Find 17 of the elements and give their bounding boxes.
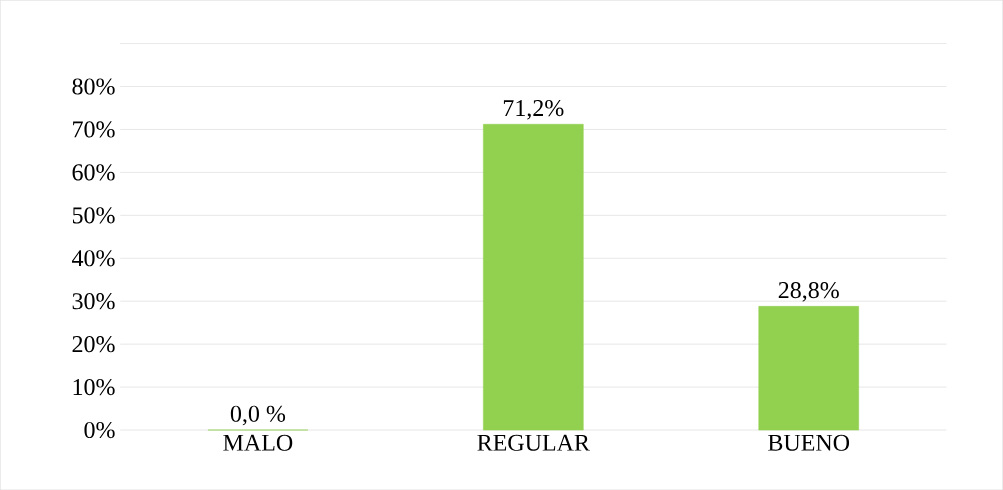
y-tick-label: 50%	[72, 207, 115, 224]
bar	[483, 123, 584, 431]
y-tick-label: 80%	[72, 78, 115, 95]
y-tick-label: 0%	[84, 421, 115, 439]
x-tick-label: MALO	[223, 434, 293, 451]
y-tick-label: 10%	[73, 378, 115, 396]
y-tick-label: 70%	[73, 121, 115, 138]
x-tick-label: BUENO	[768, 434, 850, 451]
data-label: 0,0 %	[230, 405, 286, 426]
y-tick-label: 20%	[72, 335, 115, 353]
data-label: 28,8%	[778, 281, 839, 302]
y-tick-label: 60%	[72, 164, 115, 181]
bar	[758, 305, 859, 431]
y-tick-label: 30%	[72, 292, 115, 310]
data-label: 71,2%	[503, 99, 564, 120]
y-tick-label: 40%	[72, 250, 115, 267]
x-tick-label: REGULAR	[477, 434, 590, 451]
